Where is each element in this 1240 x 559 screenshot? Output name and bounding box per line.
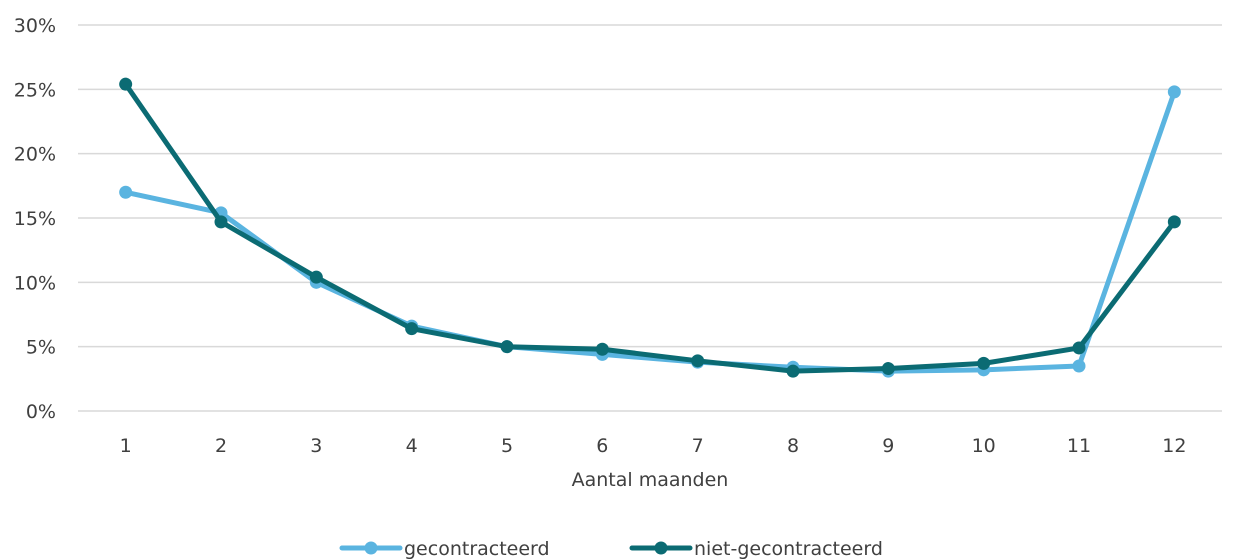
data-point	[977, 356, 991, 370]
series-line	[123, 81, 1177, 374]
data-point	[1072, 359, 1086, 373]
x-tick-label: 1	[120, 435, 132, 457]
data-point	[1167, 215, 1181, 229]
data-point	[1167, 85, 1181, 99]
series-niet-gecontracteerd	[119, 77, 1181, 378]
legend: gecontracteerd niet-gecontracteerd	[339, 538, 883, 559]
gridlines	[78, 24, 1222, 412]
series-line	[123, 89, 1177, 374]
legend-swatch-marker	[654, 541, 668, 555]
x-tick-label: 10	[972, 435, 996, 457]
y-axis: 0% 5% 10% 15% 20% 25% 30%	[14, 15, 56, 423]
x-tick-label: 9	[882, 435, 894, 457]
x-tick-label: 5	[501, 435, 513, 457]
data-point	[881, 362, 895, 376]
legend-item: gecontracteerd	[339, 538, 550, 559]
y-tick-label: 15%	[14, 208, 56, 230]
x-tick-label: 3	[310, 435, 322, 457]
x-tick-label: 8	[787, 435, 799, 457]
y-tick-label: 10%	[14, 272, 56, 294]
legend-label: gecontracteerd	[404, 538, 550, 559]
y-tick-label: 25%	[14, 79, 56, 101]
data-point	[214, 215, 228, 229]
y-tick-label: 5%	[26, 337, 56, 359]
data-point	[119, 185, 133, 199]
data-point	[786, 364, 800, 378]
series-layer	[119, 77, 1181, 378]
series-gecontracteerd	[119, 85, 1181, 378]
y-tick-label: 0%	[26, 401, 56, 423]
data-point	[500, 340, 514, 354]
y-tick-label: 30%	[14, 15, 56, 37]
legend-swatch-marker	[364, 541, 378, 555]
data-point	[595, 342, 609, 356]
data-point	[691, 354, 705, 368]
data-point	[119, 77, 133, 91]
x-tick-label: 7	[692, 435, 704, 457]
data-point	[405, 322, 419, 336]
x-axis-title: Aantal maanden	[572, 469, 729, 491]
x-tick-label: 2	[215, 435, 227, 457]
y-tick-label: 20%	[14, 144, 56, 166]
legend-item: niet-gecontracteerd	[629, 538, 883, 559]
x-tick-label: 6	[596, 435, 608, 457]
x-tick-label: 12	[1162, 435, 1186, 457]
x-axis: 1 2 3 4 5 6 7 8 9 10 11 12	[120, 435, 1187, 457]
legend-label: niet-gecontracteerd	[694, 538, 883, 559]
x-tick-label: 11	[1067, 435, 1091, 457]
data-point	[1072, 341, 1086, 355]
x-tick-label: 4	[406, 435, 418, 457]
data-point	[309, 270, 323, 284]
